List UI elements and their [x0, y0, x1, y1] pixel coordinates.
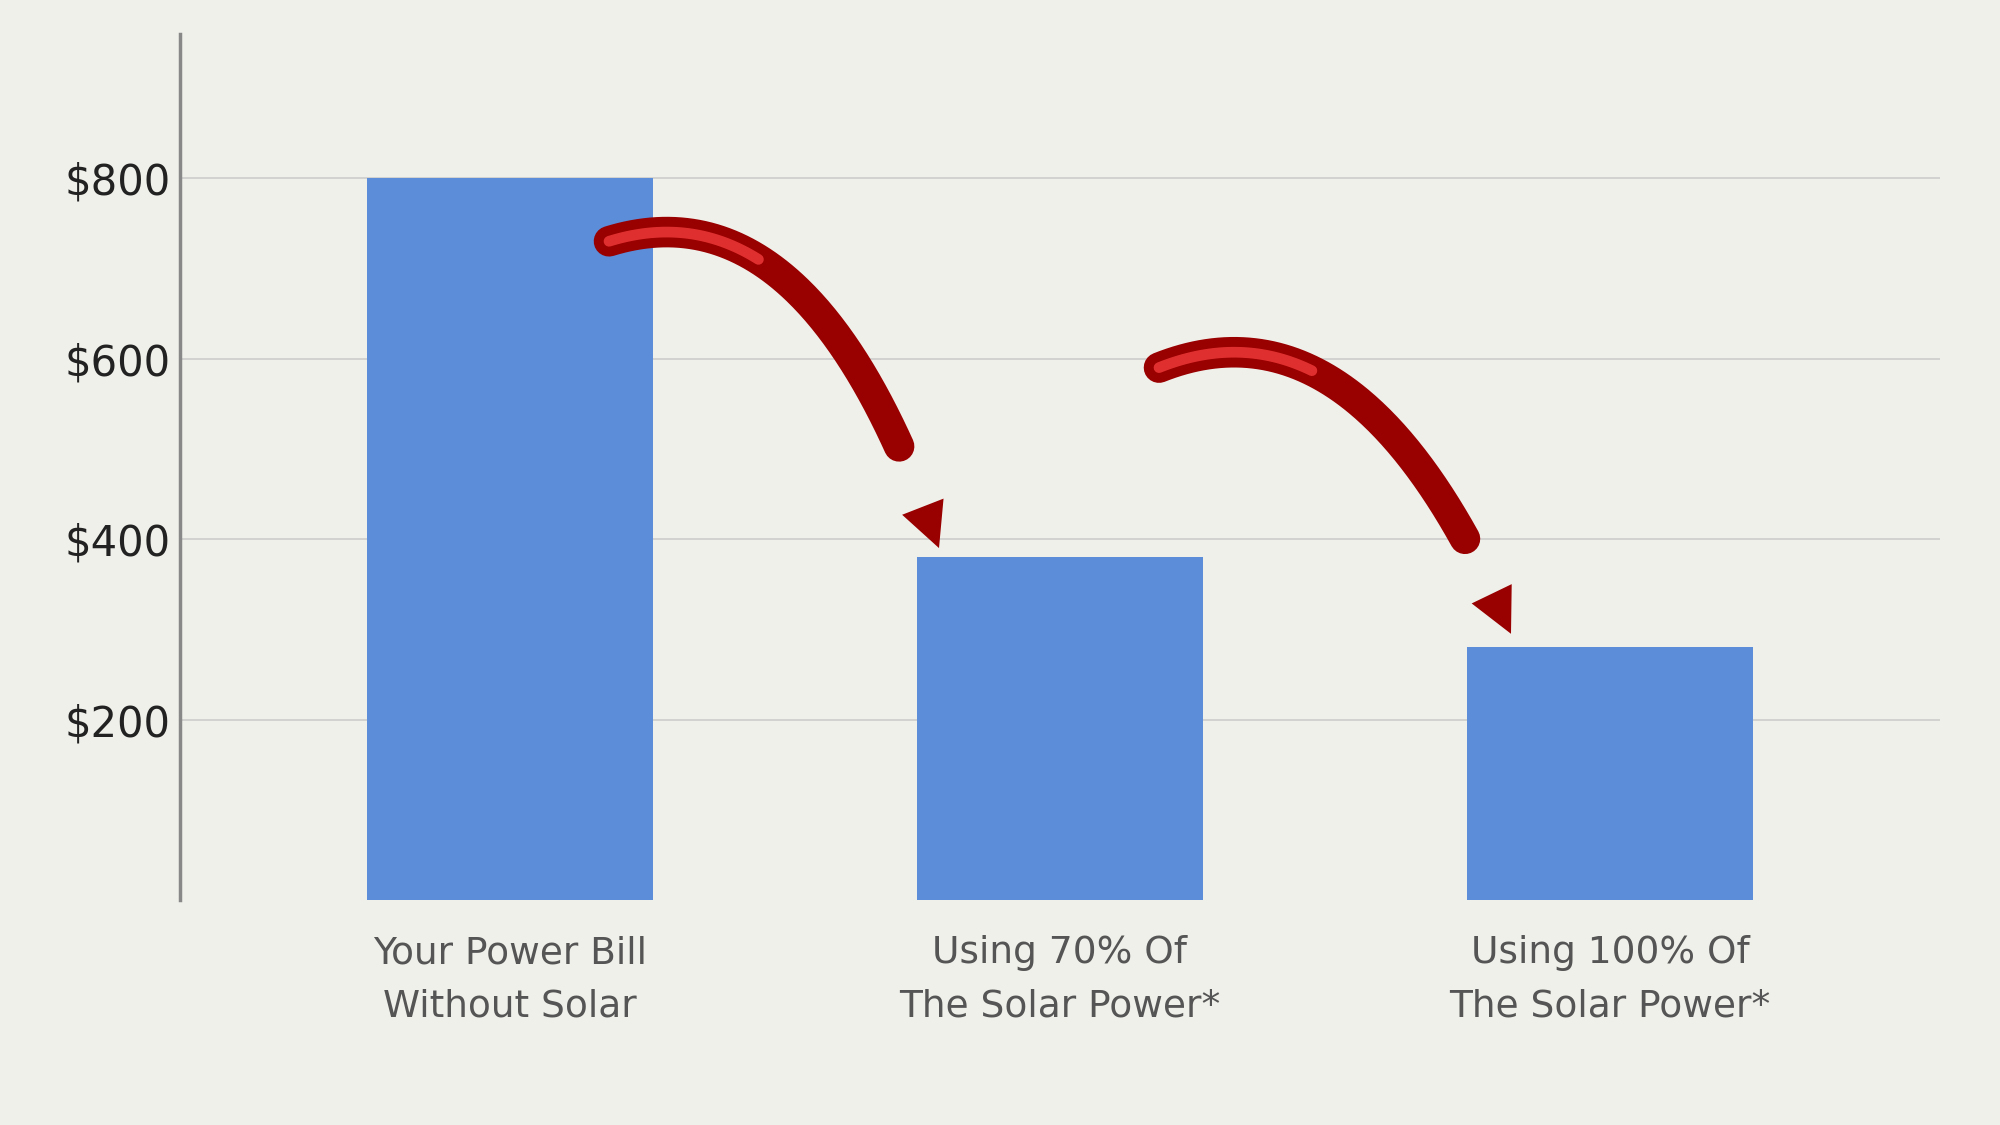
- Bar: [1468, 647, 1752, 900]
- Bar: [368, 178, 652, 900]
- Bar: [916, 557, 1204, 900]
